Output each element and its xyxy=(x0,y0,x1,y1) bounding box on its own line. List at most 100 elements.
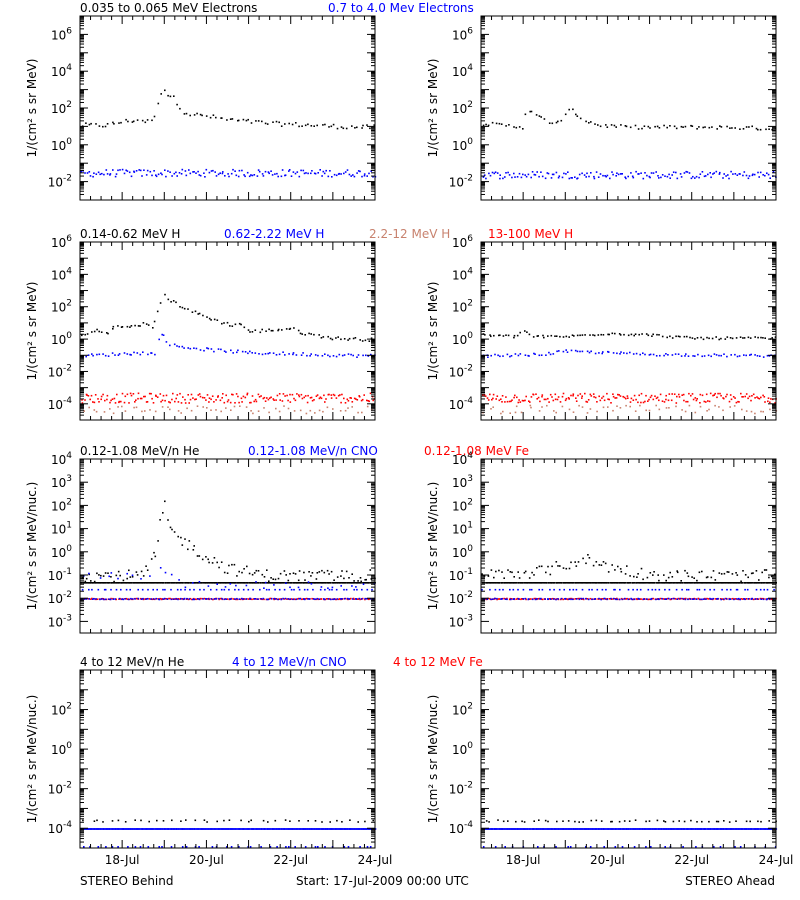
data-point xyxy=(742,396,744,398)
data-point xyxy=(695,598,697,600)
data-point xyxy=(303,588,306,591)
data-point xyxy=(557,176,560,179)
data-point xyxy=(257,410,260,412)
data-point xyxy=(568,398,570,400)
data-point xyxy=(569,582,572,584)
data-point xyxy=(570,177,572,179)
data-point xyxy=(160,828,163,830)
data-point xyxy=(327,828,329,830)
data-point xyxy=(293,588,295,591)
data-point xyxy=(655,598,657,601)
data-point xyxy=(295,598,297,601)
data-point xyxy=(207,582,209,584)
data-point xyxy=(494,588,497,591)
data-point xyxy=(150,558,153,560)
data-point xyxy=(324,846,326,848)
data-point xyxy=(354,582,357,584)
data-point xyxy=(106,332,108,334)
data-point xyxy=(636,598,638,601)
data-point xyxy=(246,171,249,174)
data-point xyxy=(671,354,674,356)
data-point xyxy=(275,828,277,830)
data-point xyxy=(210,398,212,401)
data-point xyxy=(284,597,287,600)
data-point xyxy=(266,569,268,571)
data-point xyxy=(253,828,255,830)
data-point xyxy=(226,119,228,121)
data-point xyxy=(195,582,197,584)
y-tick-label: 102 xyxy=(452,100,473,116)
data-point xyxy=(255,569,258,572)
data-point xyxy=(513,582,516,584)
y-tick-label: 102 xyxy=(51,100,72,116)
y-tick-label: 104 xyxy=(51,451,72,467)
data-point xyxy=(301,333,303,335)
data-point xyxy=(349,582,351,584)
data-point xyxy=(228,819,231,821)
data-point xyxy=(729,394,732,396)
data-point xyxy=(190,409,193,412)
data-point xyxy=(357,354,360,356)
footer-stereo-behind: STEREO Behind xyxy=(80,874,174,888)
data-point xyxy=(229,582,231,584)
data-point xyxy=(715,582,718,584)
data-point xyxy=(91,828,93,830)
data-point xyxy=(506,353,509,356)
data-point xyxy=(245,582,248,584)
data-point xyxy=(133,582,135,584)
data-point xyxy=(278,353,281,356)
data-point xyxy=(698,176,700,179)
data-point xyxy=(339,582,342,584)
data-point xyxy=(175,597,177,600)
data-point xyxy=(677,335,680,338)
data-point xyxy=(287,407,290,410)
data-point xyxy=(743,598,745,600)
data-point xyxy=(707,582,710,584)
data-point xyxy=(136,574,139,576)
data-point xyxy=(114,598,116,600)
data-point xyxy=(207,558,209,561)
data-point xyxy=(149,582,152,584)
data-point xyxy=(373,124,375,126)
data-point xyxy=(279,572,282,575)
data-point xyxy=(96,582,98,584)
data-point xyxy=(106,582,108,584)
data-point xyxy=(522,128,524,130)
legend-entry: 2.2-12 MeV H xyxy=(369,227,450,241)
data-point xyxy=(699,405,702,408)
data-point xyxy=(714,404,716,407)
y-tick-label: 106 xyxy=(452,234,473,250)
data-point xyxy=(627,334,630,337)
data-point xyxy=(314,598,317,600)
data-point xyxy=(757,336,759,339)
data-point xyxy=(268,397,271,399)
data-point xyxy=(549,598,552,600)
data-point xyxy=(323,828,326,830)
data-point xyxy=(157,173,160,176)
data-point xyxy=(634,333,637,335)
data-point xyxy=(679,597,681,600)
data-point xyxy=(696,398,698,400)
data-point xyxy=(344,171,347,173)
data-point xyxy=(145,323,148,325)
data-point xyxy=(287,598,290,600)
data-point xyxy=(743,354,745,356)
data-point xyxy=(565,397,568,400)
data-point xyxy=(282,393,285,395)
data-point xyxy=(343,846,346,848)
data-point xyxy=(748,598,751,600)
data-point xyxy=(197,394,200,396)
data-point xyxy=(249,350,251,353)
data-point xyxy=(121,598,123,600)
data-point xyxy=(527,582,530,584)
data-point xyxy=(187,347,189,349)
data-point xyxy=(156,819,158,822)
data-point xyxy=(769,598,771,600)
data-point xyxy=(238,846,240,848)
data-point xyxy=(261,173,264,175)
data-point xyxy=(553,410,555,412)
data-point xyxy=(607,571,610,573)
data-point xyxy=(718,406,720,408)
data-point xyxy=(319,582,322,584)
data-point xyxy=(310,396,313,399)
